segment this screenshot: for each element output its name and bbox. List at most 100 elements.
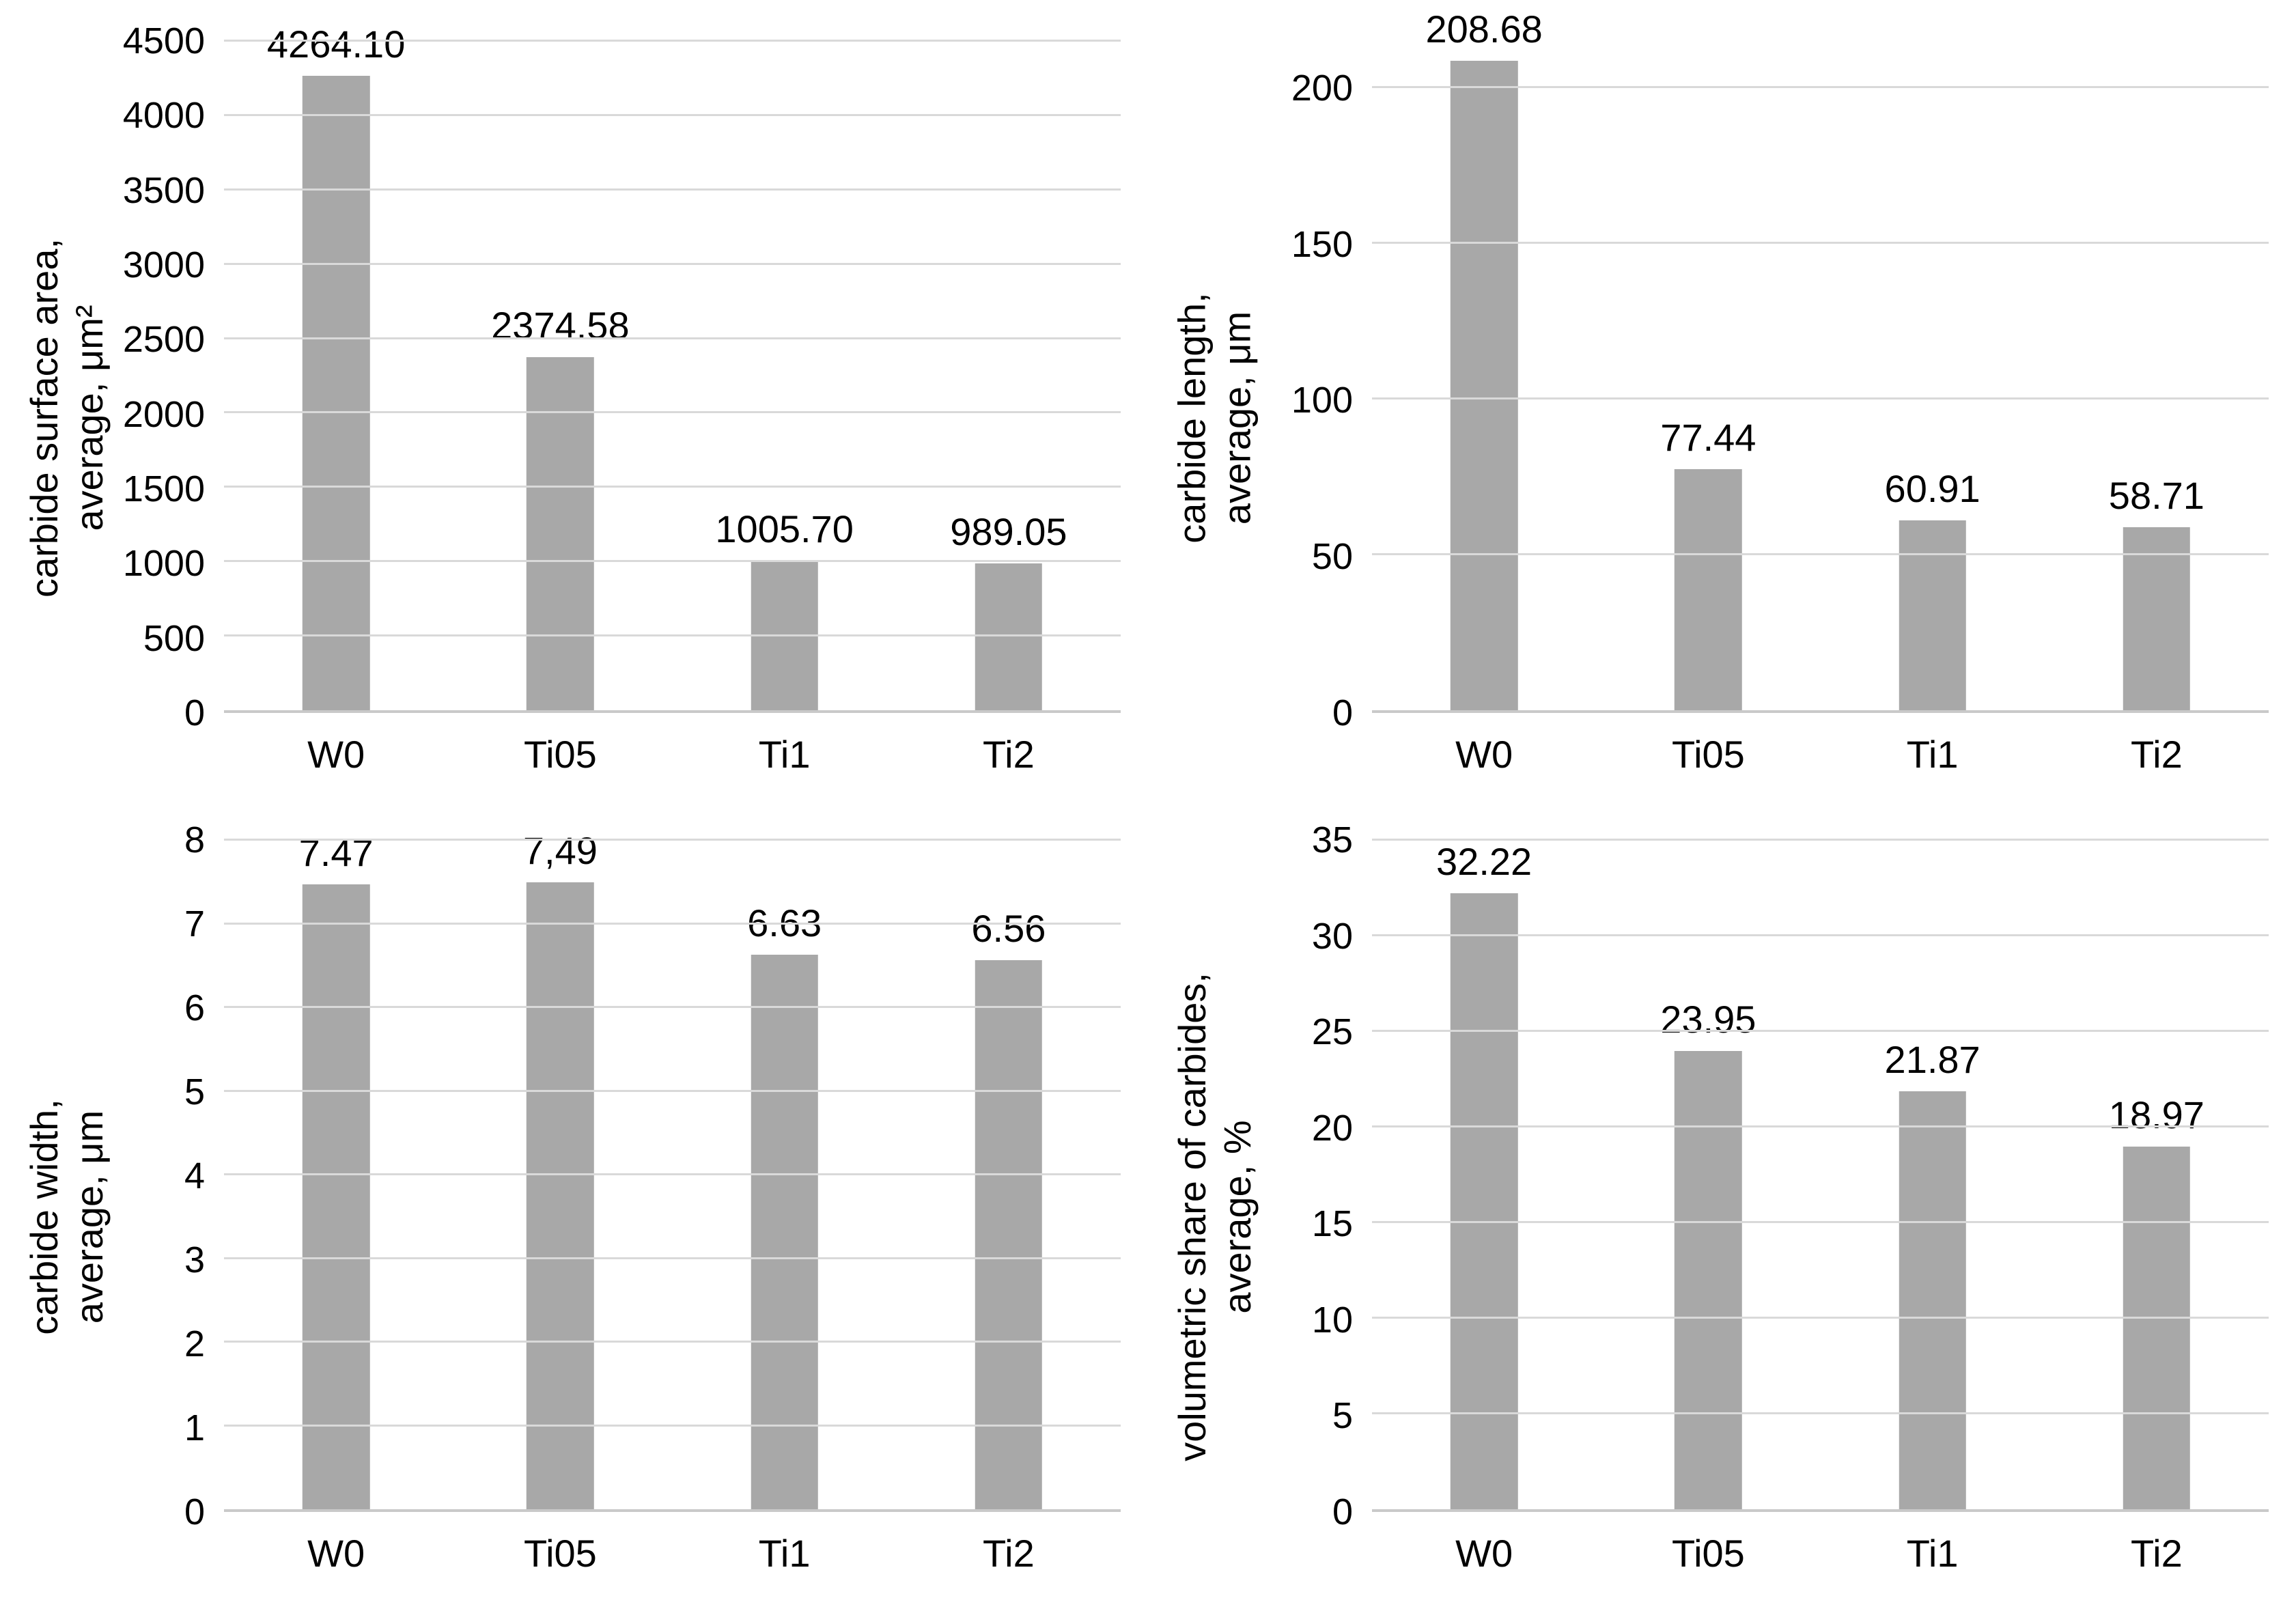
x-axis-category-labels: W0 Ti05 Ti1 Ti2 <box>224 713 1121 795</box>
y-tick-label: 0 <box>1332 692 1353 733</box>
gridline <box>224 634 1121 637</box>
y-axis-title-column: carbide width, average, μm <box>12 840 122 1594</box>
y-tick-label: 5 <box>1332 1395 1353 1437</box>
y-tick-label: 2 <box>184 1323 205 1364</box>
plot-area: 32.22 23.95 21.87 18.97 <box>1372 839 2269 1512</box>
y-tick-label: 150 <box>1291 223 1353 265</box>
gridline <box>1372 242 2269 244</box>
category-label: Ti05 <box>523 1531 597 1575</box>
y-axis-title-line: carbide surface area, <box>23 238 66 598</box>
category-label: W0 <box>307 732 365 776</box>
data-label: 4264.10 <box>266 23 406 66</box>
bar-slot: 989.05 <box>897 41 1121 710</box>
category-label: Ti2 <box>983 732 1035 776</box>
data-label: 989.05 <box>950 509 1067 553</box>
y-tick-label: 0 <box>184 1491 205 1532</box>
gridline <box>224 188 1121 191</box>
gridline <box>224 922 1121 925</box>
data-label: 18.97 <box>2108 1093 2204 1136</box>
y-axis-title-column: carbide length, average, μm <box>1160 41 1270 795</box>
y-tick-label: 25 <box>1311 1011 1353 1053</box>
chart-carbide-surface-area: carbide surface area, average, μm² 0 500 10… <box>0 0 1148 799</box>
y-tick-label: 4 <box>184 1155 205 1196</box>
gridline <box>1372 1125 2269 1128</box>
gridline <box>224 113 1121 116</box>
y-axis-title-line: average, μm <box>68 1110 111 1324</box>
data-label: 21.87 <box>1884 1037 1980 1081</box>
category-label: Ti1 <box>758 732 811 776</box>
y-tick-label: 2500 <box>122 319 205 361</box>
y-tick-label: 30 <box>1311 915 1353 957</box>
bar <box>527 356 594 710</box>
bar-slot: 21.87 <box>1821 840 2045 1509</box>
y-tick-label: 7 <box>184 903 205 944</box>
bar <box>1899 1091 1966 1509</box>
y-tick-label: 20 <box>1311 1107 1353 1149</box>
y-axis-title-column: volumetric share of carbides, average, % <box>1160 840 1270 1594</box>
y-tick-label: 3500 <box>122 169 205 211</box>
y-tick-label: 10 <box>1311 1299 1353 1341</box>
bar-slot: 23.95 <box>1596 840 1820 1509</box>
gridline <box>1372 397 2269 400</box>
gridline <box>224 1089 1121 1092</box>
y-tick-label: 3000 <box>122 244 205 286</box>
data-label: 58.71 <box>2108 474 2204 518</box>
bar <box>1899 520 1966 710</box>
bar <box>1675 1051 1742 1509</box>
gridline <box>1372 553 2269 556</box>
y-tick-label: 1000 <box>122 543 205 585</box>
bar <box>1450 893 1518 1509</box>
gridline <box>224 1173 1121 1175</box>
bar-slot: 58.71 <box>2045 41 2269 710</box>
bar-slot: 60.91 <box>1821 41 2045 710</box>
category-label: Ti1 <box>758 1531 811 1575</box>
data-label: 77.44 <box>1660 416 1756 460</box>
category-label: W0 <box>307 1531 365 1575</box>
bar <box>2123 527 2191 710</box>
bar <box>302 884 370 1509</box>
gridline <box>224 1257 1121 1259</box>
chart-volumetric-share: volumetric share of carbides, average, % … <box>1148 799 2296 1598</box>
y-axis-ticks: 0 5 10 15 20 25 30 35 <box>1270 822 1372 1530</box>
y-axis-title-line: average, % <box>1216 1120 1259 1314</box>
bar <box>302 76 370 710</box>
bar <box>975 563 1043 710</box>
category-label: Ti2 <box>983 1531 1035 1575</box>
y-tick-label: 500 <box>143 617 205 659</box>
bar <box>975 960 1043 1509</box>
y-axis-title-column: carbide surface area, average, μm² <box>12 41 122 795</box>
data-label: 7,49 <box>522 829 598 873</box>
y-axis-title: carbide length, average, μm <box>1170 292 1260 543</box>
plot-area: 7.47 7,49 6.63 6.56 <box>224 830 1121 1512</box>
category-label: Ti2 <box>2131 732 2183 776</box>
gridline <box>1372 839 2269 841</box>
y-tick-label: 1500 <box>122 468 205 510</box>
category-label: Ti1 <box>1906 1531 1959 1575</box>
gridline <box>224 262 1121 265</box>
data-label: 23.95 <box>1660 998 1756 1041</box>
x-axis-category-labels: W0 Ti05 Ti1 Ti2 <box>1372 1512 2269 1594</box>
category-label: Ti05 <box>1671 1531 1745 1575</box>
category-label: Ti05 <box>523 732 597 776</box>
category-label: Ti2 <box>2131 1531 2183 1575</box>
y-tick-label: 5 <box>184 1071 205 1112</box>
y-tick-label: 50 <box>1311 536 1353 578</box>
bar-slot: 32.22 <box>1372 840 1596 1509</box>
gridline <box>224 560 1121 563</box>
y-tick-label: 6 <box>184 987 205 1028</box>
data-label: 1005.70 <box>715 507 854 550</box>
y-axis-ticks: 0 500 1000 1500 2000 2500 3000 3500 4000 4500 <box>122 23 224 731</box>
y-axis-title-line: carbide length, <box>1171 292 1214 544</box>
bar-slot: 18.97 <box>2045 840 2269 1509</box>
gridline <box>1372 934 2269 936</box>
plot-area: 4264.10 2374.58 1005.70 989.05 <box>224 24 1121 713</box>
y-axis-title: volumetric share of carbides, average, % <box>1170 972 1260 1461</box>
gridline <box>224 1341 1121 1343</box>
bar-slot: 4264.10 <box>224 24 448 710</box>
gridline <box>1372 1030 2269 1032</box>
y-axis-title: carbide width, average, μm <box>22 1099 112 1335</box>
bar-slot: 2374.58 <box>448 41 672 710</box>
data-label: 32.22 <box>1436 839 1532 883</box>
plot-area: 208.68 77.44 60.91 58.71 <box>1372 8 2269 713</box>
gridline <box>1372 1221 2269 1223</box>
